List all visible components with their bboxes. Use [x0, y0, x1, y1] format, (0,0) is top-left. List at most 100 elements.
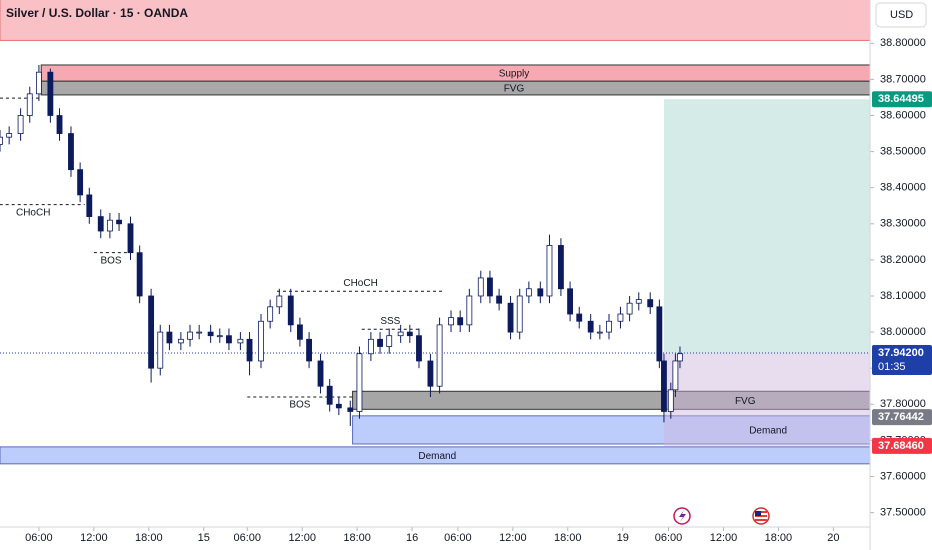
- candle-body: [6, 133, 13, 138]
- candle-body: [297, 324, 303, 340]
- currency-label: USD: [890, 9, 913, 21]
- candle-body: [416, 335, 422, 362]
- candle-body: [177, 338, 184, 344]
- candle-body: [672, 360, 679, 391]
- candle-body: [276, 295, 283, 308]
- candle-body: [406, 331, 413, 337]
- candle-body: [127, 223, 134, 254]
- candle-body: [427, 360, 434, 387]
- candle-body: [525, 288, 532, 297]
- y-tick-label: 37.60000: [880, 470, 926, 482]
- candle-body: [106, 219, 113, 232]
- candle-body: [196, 331, 203, 334]
- candle-body: [635, 299, 642, 304]
- zone-label: Demand: [418, 451, 456, 462]
- x-tick-label: 06:00: [25, 532, 53, 544]
- candle-body: [36, 71, 42, 95]
- candle-body: [626, 302, 633, 315]
- x-tick-label: 06:00: [444, 532, 472, 544]
- candle-body: [0, 136, 3, 145]
- countdown-label: 01:35: [878, 361, 906, 373]
- candle-body: [17, 115, 24, 134]
- candle-body: [157, 331, 164, 369]
- x-tick-label: 20: [827, 532, 839, 544]
- x-tick-label: 18:00: [554, 532, 582, 544]
- candle-body: [466, 295, 473, 326]
- candle-body: [226, 335, 232, 344]
- x-tick-label: 18:00: [135, 532, 163, 544]
- annotation-label: CHoCH: [343, 278, 377, 289]
- price-tag: [872, 409, 932, 426]
- y-tick-label: 38.40000: [880, 182, 926, 194]
- chart-title: Silver / U.S. Dollar · 15 · OANDA: [6, 6, 188, 20]
- loss-zone: [663, 353, 870, 446]
- x-tick-label: 06:00: [233, 532, 261, 544]
- candle-body: [576, 313, 583, 322]
- candle-body: [558, 245, 564, 290]
- candle-body: [477, 277, 484, 297]
- candle-body: [507, 302, 514, 333]
- x-tick-label: 12:00: [80, 532, 108, 544]
- y-tick-label: 38.70000: [880, 73, 926, 85]
- candle-body: [68, 133, 74, 171]
- candle-body: [487, 277, 493, 297]
- zone: [352, 415, 870, 445]
- zone: [40, 80, 870, 96]
- event-icon[interactable]: [673, 507, 691, 525]
- candle-body: [148, 295, 155, 369]
- candle-body: [136, 252, 143, 297]
- candle-body: [457, 317, 464, 326]
- candle-body: [306, 338, 312, 362]
- candle-body: [347, 407, 354, 412]
- candle-body: [567, 288, 573, 315]
- y-tick-label: 38.60000: [880, 109, 926, 121]
- y-tick-label: 38.50000: [880, 146, 926, 158]
- y-tick-label: 37.80000: [880, 398, 926, 410]
- x-tick-label: 18:00: [343, 532, 371, 544]
- currency-button[interactable]: [875, 2, 927, 28]
- candle-body: [448, 317, 454, 326]
- candle-body: [537, 288, 544, 297]
- candle-body: [377, 338, 383, 347]
- price-tag: [872, 91, 932, 108]
- y-tick-label: 38.20000: [880, 254, 926, 266]
- y-tick-label: 38.30000: [880, 218, 926, 230]
- x-tick-label: 19: [617, 532, 629, 544]
- candle-body: [237, 338, 244, 344]
- x-tick-label: 15: [198, 532, 210, 544]
- candle-body: [326, 385, 333, 405]
- annotation-label: SSS: [380, 316, 400, 327]
- candle-body: [258, 320, 264, 362]
- candle-body: [667, 389, 674, 412]
- x-tick-label: 12:00: [710, 532, 738, 544]
- candle-body: [587, 320, 594, 333]
- zone: [0, 0, 870, 41]
- candle-body: [187, 331, 193, 340]
- candle-body: [367, 338, 374, 355]
- y-tick-label: 38.00000: [880, 326, 926, 338]
- candle-body: [356, 353, 363, 412]
- annotation-label: CHoCH: [16, 207, 50, 218]
- candle-body: [647, 299, 654, 308]
- price-tag-label: 37.94200: [878, 347, 924, 359]
- candle-body: [26, 93, 33, 116]
- y-tick-label: 37.50000: [880, 506, 926, 518]
- candle-body: [56, 115, 63, 134]
- zone-label: FVG: [504, 84, 525, 95]
- y-tick-label: 38.80000: [880, 37, 926, 49]
- price-tag: [872, 345, 932, 376]
- annotation-label: BOS: [289, 400, 310, 411]
- candle-body: [656, 306, 663, 362]
- candle-body: [77, 169, 84, 196]
- zone: [0, 446, 870, 465]
- x-tick-label: 12:00: [288, 532, 316, 544]
- profit-zone: [663, 99, 870, 354]
- x-tick-label: 18:00: [765, 532, 793, 544]
- price-tag-label: 37.68460: [878, 440, 924, 452]
- plot-area: Supply FVG FVG Demand Demand CHoCH BOS CHoCH SSS…: [0, 0, 870, 465]
- flag-icon[interactable]: [752, 507, 770, 525]
- candle-body: [216, 335, 223, 338]
- candle-body: [496, 295, 503, 304]
